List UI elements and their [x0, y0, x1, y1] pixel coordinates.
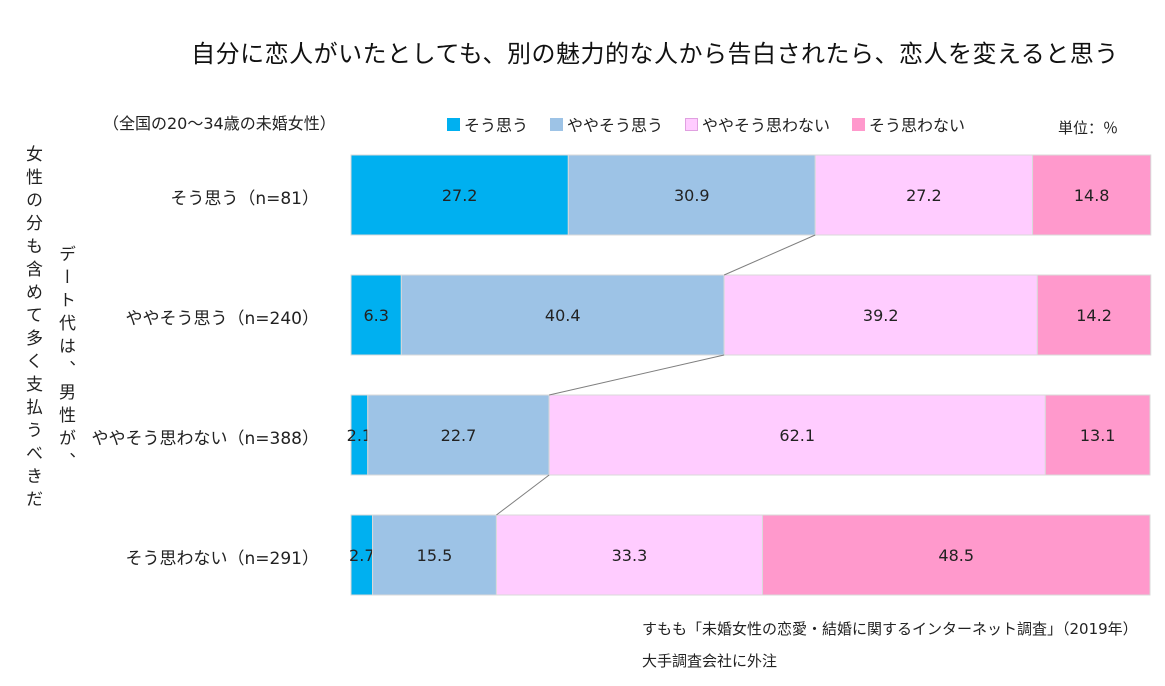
segment-yaya-so-omowanai [495, 514, 763, 596]
segment-yaya-so-omou [372, 514, 497, 596]
data-label: 6.3 [363, 306, 388, 325]
chart-title: 自分に恋人がいたとしても、別の魅力的な人から告白されたら、恋人を変えると思う [191, 40, 1119, 68]
data-label: 27.2 [906, 186, 942, 205]
unit-label: 単位：％ [1058, 119, 1119, 137]
segment-so-omou [350, 274, 402, 356]
segment-yaya-so-omowanai [548, 394, 1046, 476]
segment-yaya-so-omowanai [814, 154, 1034, 236]
source-line-2: 大手調査会社に外注 [642, 652, 778, 670]
data-label: 27.2 [442, 186, 478, 205]
legend-swatch [852, 117, 866, 131]
legend-swatch [447, 117, 460, 131]
legend-swatch [685, 117, 699, 131]
legend: そう思う ややそう思う ややそう思わない そう思わない [447, 112, 965, 136]
legend-label: ややそう思わない [702, 116, 831, 135]
segment-yaya-so-omou [367, 394, 550, 476]
data-label: 14.8 [1074, 186, 1110, 205]
source-line-1: すもも「未婚女性の恋愛・結婚に関するインターネット調査」（2019年） [642, 620, 1138, 638]
data-label: 30.9 [674, 186, 710, 205]
row-label: ややそう思わない（n=388） [91, 429, 319, 449]
y-axis-title-inner: デート代は、男性が、 [55, 245, 75, 475]
segment-yaya-so-omowanai [723, 274, 1038, 356]
y-axis-title-outer: 女性の分も含めて多く支払うべきだ [22, 145, 42, 513]
data-label: 2.1 [347, 426, 372, 445]
legend-label: そう思わない [869, 116, 966, 135]
legend-item-so-omou: そう思う [447, 112, 528, 136]
legend-label: そう思う [464, 116, 529, 135]
legend-item-so-omowanai: そう思わない [852, 112, 965, 136]
row-label: そう思う（n=81） [170, 189, 319, 209]
legend-item-yaya-so-omowanai: ややそう思わない [685, 112, 830, 136]
chart-subtitle: （全国の20～34歳の未婚女性） [103, 114, 336, 133]
segment-so-omowanai [761, 514, 1151, 596]
data-label: 22.7 [441, 426, 477, 445]
segment-so-omou [350, 154, 569, 236]
data-label: 40.4 [545, 306, 581, 325]
connector-line [496, 474, 550, 516]
row-label: ややそう思う（n=240） [125, 309, 319, 329]
legend-swatch [550, 117, 564, 131]
segment-so-omowanai [1044, 394, 1151, 476]
connector-line [549, 354, 725, 396]
data-label: 13.1 [1080, 426, 1116, 445]
data-label: 48.5 [938, 546, 974, 565]
data-label: 62.1 [779, 426, 815, 445]
legend-item-yaya-so-omou: ややそう思う [550, 112, 663, 136]
data-label: 2.7 [349, 546, 374, 565]
data-label: 39.2 [863, 306, 899, 325]
data-label: 15.5 [417, 546, 453, 565]
row-label: そう思わない（n=291） [125, 549, 319, 569]
legend-label: ややそう思う [567, 116, 664, 135]
data-label: 33.3 [612, 546, 648, 565]
data-label: 14.2 [1076, 306, 1112, 325]
connector-line [723, 234, 816, 276]
segment-so-omowanai [1036, 274, 1152, 356]
segment-so-omowanai [1032, 154, 1152, 236]
